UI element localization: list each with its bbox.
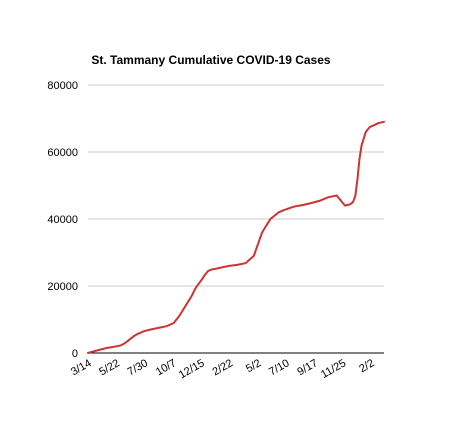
- series-layer: [87, 120, 385, 354]
- y-tick-label: 60000: [47, 147, 78, 159]
- chart-title: St. Tammany Cumulative COVID-19 Cases: [91, 53, 331, 67]
- x-tick-label: 5/2: [244, 357, 263, 375]
- x-tick-label: 12/15: [177, 357, 207, 381]
- x-tick-label: 9/17: [295, 357, 320, 378]
- y-tick-label: 0: [72, 348, 78, 360]
- x-tick-label: 3/14: [69, 357, 94, 378]
- series-line: [87, 120, 385, 354]
- x-tick-label: 5/22: [97, 357, 122, 378]
- y-axis-tick-labels: 0 20000 40000 60000 80000: [47, 80, 78, 360]
- x-axis-tick-labels: 3/14 5/22 7/30 10/712/15 2/22 5/2 7/10 9/17 11/2…: [69, 357, 377, 381]
- x-tick-label: 11/25: [319, 357, 348, 381]
- x-tick-label: 2/22: [210, 357, 235, 378]
- grid-lines: [88, 84, 384, 287]
- x-tick-label: 7/10: [267, 357, 292, 378]
- x-tick-label: 10/7: [154, 357, 179, 378]
- x-tick-label: 2/2: [357, 357, 376, 375]
- y-tick-label: 20000: [47, 281, 78, 293]
- x-tick-label: 7/30: [126, 357, 151, 378]
- y-tick-label: 80000: [47, 80, 78, 92]
- y-tick-label: 40000: [47, 214, 78, 226]
